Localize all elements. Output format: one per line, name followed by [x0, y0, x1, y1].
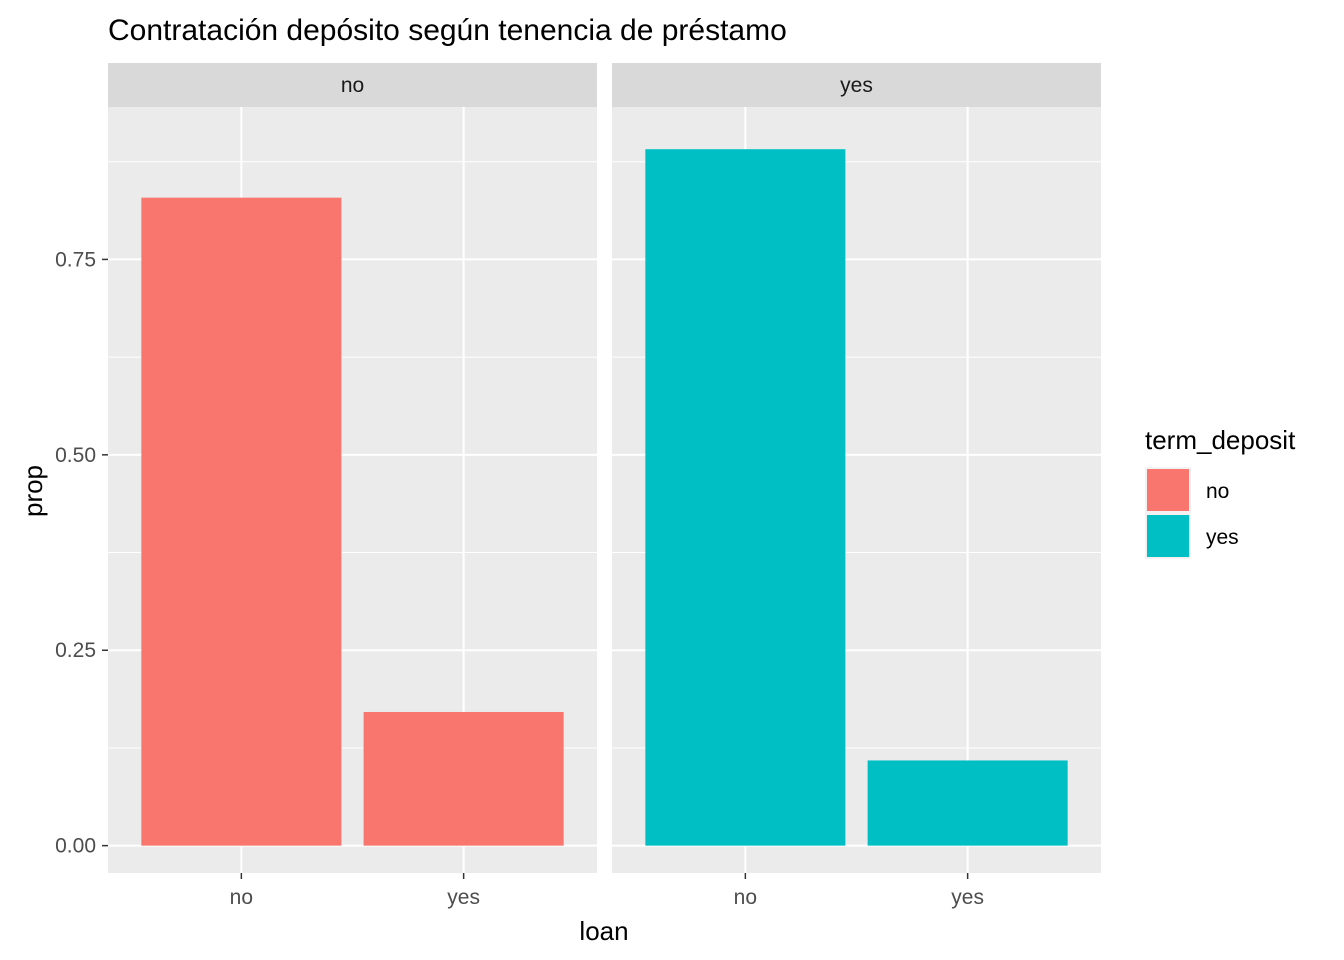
legend-label-no: no	[1206, 480, 1229, 503]
bar-no-yes	[363, 711, 564, 846]
y-axis: 0.00 0.25 0.50 0.75	[55, 248, 108, 858]
y-tick-label: 0.50	[55, 444, 96, 467]
x-tick-label: yes	[951, 886, 984, 909]
chart-title: Contratación depósito según tenencia de …	[108, 14, 787, 47]
facet-strip	[612, 63, 1101, 107]
facet-panels: no no yes yes no yes	[108, 63, 1101, 909]
bar-no-no	[141, 197, 342, 846]
x-axis-title: loan	[579, 916, 628, 946]
facet-strip	[108, 63, 597, 107]
x-tick-label: yes	[447, 886, 480, 909]
facet-panel-yes: yes no yes	[612, 63, 1101, 909]
legend-label-yes: yes	[1206, 526, 1239, 549]
y-axis-title: prop	[18, 465, 48, 517]
x-tick-label: no	[734, 886, 757, 909]
legend-swatch-no	[1147, 469, 1189, 511]
facet-panel-no: no no yes	[108, 63, 597, 909]
y-tick-label: 0.25	[55, 639, 96, 662]
y-tick-label: 0.00	[55, 835, 96, 858]
facet-strip-label: yes	[840, 74, 873, 97]
legend-title: term_deposit	[1145, 425, 1296, 455]
bar-yes-yes	[867, 760, 1068, 846]
x-tick-label: no	[230, 886, 253, 909]
bar-yes-no	[645, 149, 846, 846]
y-tick-label: 0.75	[55, 248, 96, 271]
facet-strip-label: no	[341, 74, 364, 97]
legend-swatch-yes	[1147, 515, 1189, 557]
legend: term_deposit no yes	[1145, 425, 1296, 559]
